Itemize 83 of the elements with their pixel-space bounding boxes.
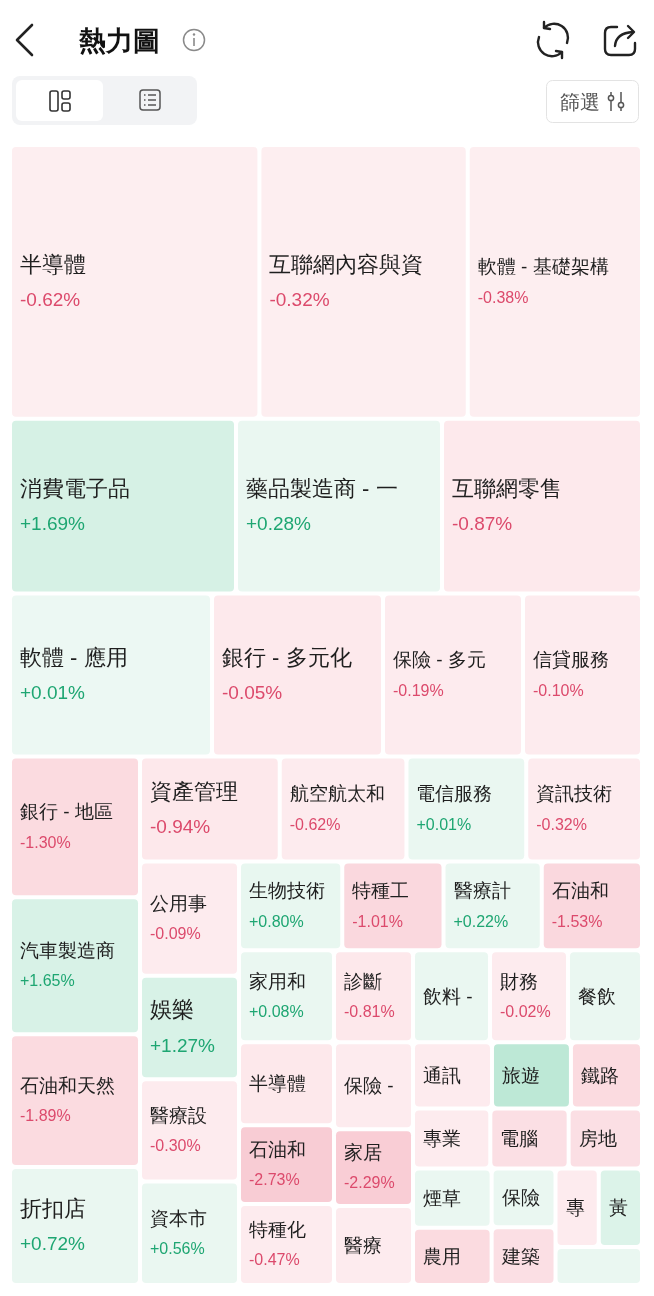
tile-label: 特種化 bbox=[249, 1218, 306, 1240]
tile-label: 旅遊 bbox=[501, 1064, 540, 1086]
tile-label: 銀行 - 地區 bbox=[20, 801, 113, 823]
tile-label: 黃 bbox=[608, 1197, 628, 1219]
tile-label: 專業 bbox=[423, 1128, 461, 1149]
tile-label: 電腦 bbox=[500, 1128, 539, 1149]
tile-label: 娛樂 bbox=[150, 997, 194, 1023]
tile-label: 專 bbox=[565, 1197, 585, 1219]
tile-label: 折扣店 bbox=[20, 1195, 86, 1221]
tile-label: 互聯網內容與資 bbox=[269, 251, 424, 277]
tile-value: -0.47% bbox=[249, 1251, 300, 1269]
tile-label: 資本市 bbox=[150, 1207, 207, 1229]
tile-value: -1.53% bbox=[551, 912, 603, 930]
tile-label: 煙草 bbox=[423, 1187, 461, 1209]
tile-label: 診斷 bbox=[344, 970, 382, 992]
tile-value: +0.80% bbox=[249, 912, 304, 930]
tile-value: -0.09% bbox=[150, 925, 201, 943]
tile-label: 家居 bbox=[344, 1141, 382, 1163]
tile-label: 飲料 - bbox=[423, 985, 473, 1007]
tile-label: 汽車製造商 bbox=[20, 940, 115, 962]
tile-label: 石油和 bbox=[249, 1138, 306, 1160]
tile-value: -0.05% bbox=[222, 682, 283, 704]
tile-label: 軟體 - 應用 bbox=[20, 644, 128, 670]
tile-value: -0.62% bbox=[289, 815, 341, 833]
tile-value: +1.27% bbox=[150, 1034, 215, 1056]
tile-value: +1.69% bbox=[20, 513, 85, 535]
tile-label: 航空航太和 bbox=[289, 783, 385, 805]
tile-label: 消費電子品 bbox=[20, 476, 130, 502]
tile-value: -1.01% bbox=[352, 912, 403, 930]
tile-value: +0.56% bbox=[150, 1240, 205, 1257]
tile-label: 資產管理 bbox=[150, 778, 238, 804]
tile-value: -0.81% bbox=[344, 1002, 395, 1020]
tile-label: 家用和 bbox=[249, 970, 306, 992]
tile-value: +0.01% bbox=[416, 815, 472, 833]
tile-value: +0.01% bbox=[20, 682, 85, 704]
tile-label: 建築 bbox=[501, 1245, 540, 1267]
tile-value: -2.29% bbox=[344, 1174, 395, 1192]
tile-value: +0.08% bbox=[249, 1002, 304, 1020]
tile-label: 軟體 - 基礎架構 bbox=[477, 256, 609, 278]
tile-label: 醫療 bbox=[344, 1235, 382, 1257]
tile-label: 半導體 bbox=[249, 1073, 306, 1095]
tile-value: -2.73% bbox=[249, 1171, 300, 1189]
tile-label: 房地 bbox=[578, 1128, 617, 1149]
tile-value: -0.87% bbox=[452, 513, 513, 535]
tile-label: 特種工 bbox=[352, 880, 410, 902]
tile-value: +0.28% bbox=[246, 513, 311, 535]
tile-value: -0.32% bbox=[269, 289, 330, 310]
tile-value: -0.19% bbox=[393, 681, 444, 699]
tile-label: 鐵路 bbox=[580, 1064, 619, 1086]
tile-label: 半導體 bbox=[20, 251, 86, 277]
tile-label: 醫療設 bbox=[150, 1104, 207, 1126]
tile-value: +0.22% bbox=[453, 912, 509, 930]
tile-value: -0.38% bbox=[477, 288, 529, 306]
tile-value: +1.65% bbox=[20, 972, 75, 990]
tile-value: -1.30% bbox=[20, 833, 71, 851]
tile-value: -0.62% bbox=[20, 289, 81, 310]
tile-value: -1.89% bbox=[20, 1107, 71, 1125]
tile-label: 醫療計 bbox=[453, 880, 511, 902]
tile-label: 公用事 bbox=[150, 892, 207, 914]
tile-label: 石油和天然 bbox=[20, 1074, 115, 1096]
tile-label: 保險 - bbox=[344, 1075, 394, 1097]
tile-label: 互聯網零售 bbox=[452, 476, 562, 502]
tile-value: -0.32% bbox=[536, 815, 587, 833]
tile-label: 財務 bbox=[500, 970, 538, 992]
title: 熱力圖 bbox=[79, 26, 160, 56]
tile-label: 電信服務 bbox=[416, 783, 493, 805]
tile-value: -0.30% bbox=[150, 1137, 201, 1155]
tile-label: 信貸服務 bbox=[533, 649, 609, 671]
tile-label: 通訊 bbox=[423, 1064, 461, 1086]
tile-value: -0.02% bbox=[500, 1002, 551, 1020]
tile-label: 保險 - 多元 bbox=[393, 649, 486, 671]
tile-label: 保險 bbox=[501, 1187, 540, 1209]
tile-label: 資訊技術 bbox=[536, 783, 613, 805]
tile-label: 生物技術 bbox=[249, 880, 325, 902]
tile-label: 餐飲 bbox=[578, 985, 616, 1007]
tile-label: 農用 bbox=[423, 1245, 461, 1267]
tile-value: +0.72% bbox=[20, 1233, 85, 1255]
tile-label: 藥品製造商 - 一 bbox=[246, 476, 398, 502]
tile-value: -0.94% bbox=[150, 816, 211, 837]
tile-value: -0.10% bbox=[533, 681, 584, 699]
tile-label: 石油和 bbox=[551, 880, 609, 902]
filter-button-label: 篩選 bbox=[560, 91, 600, 113]
tile-label: 銀行 - 多元化 bbox=[222, 644, 352, 670]
